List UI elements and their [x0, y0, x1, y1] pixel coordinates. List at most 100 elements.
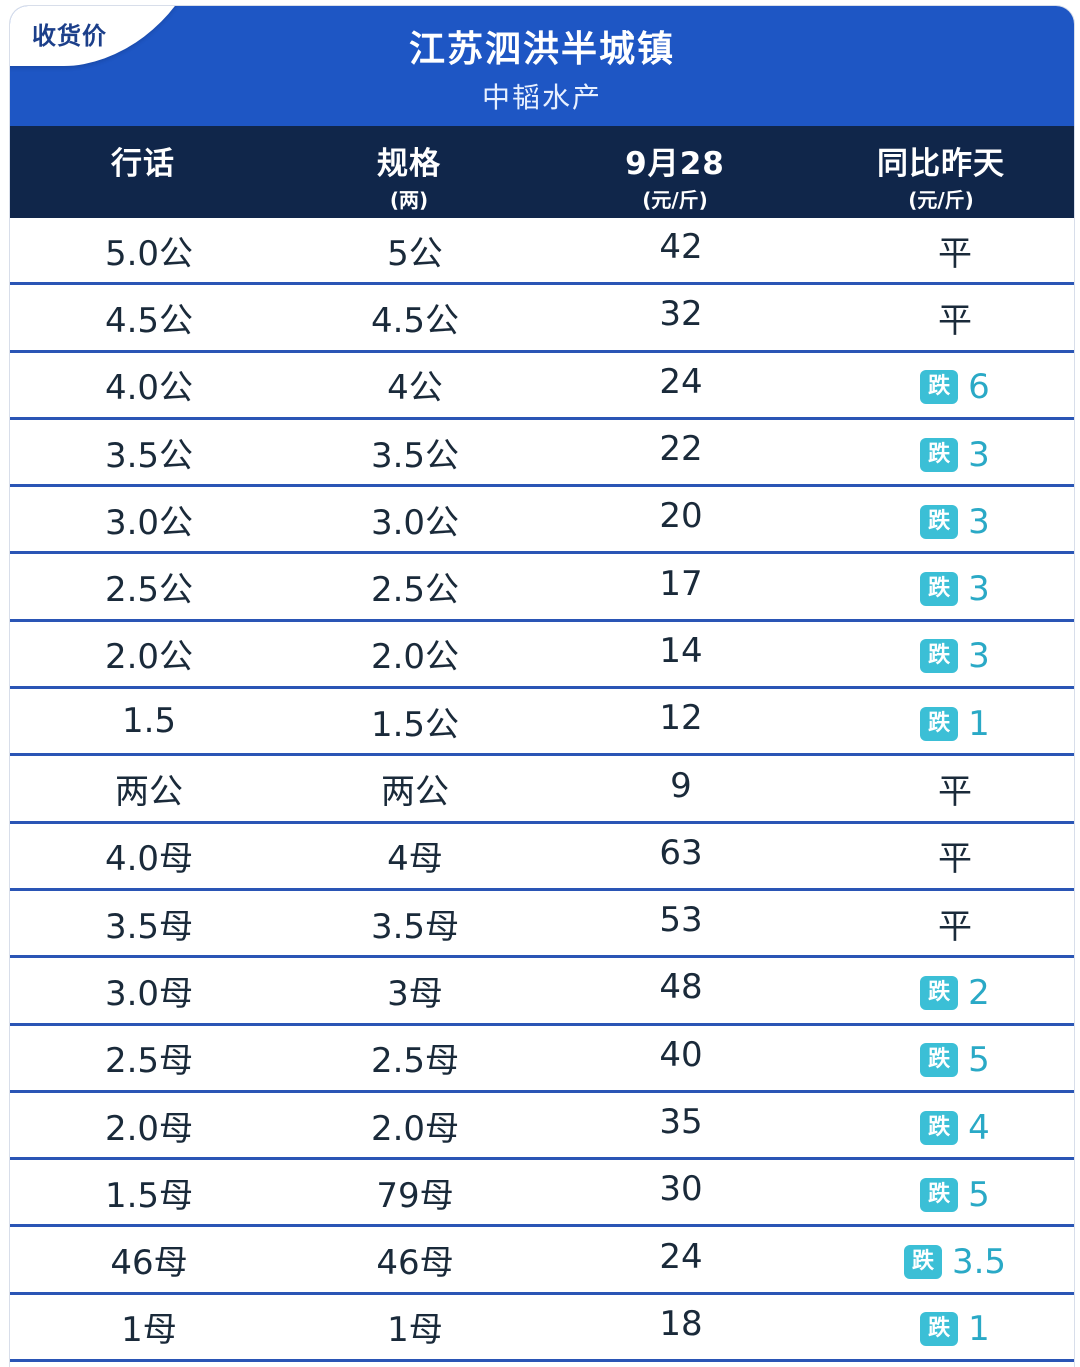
drop-amount: 5 — [968, 1174, 990, 1215]
drop-badge: 跌 — [920, 504, 959, 539]
cell-price: 53 — [659, 900, 703, 941]
page-title: 江苏泗洪半城镇 — [408, 29, 675, 70]
drop-amount: 1 — [968, 1309, 990, 1350]
table-row: 2.0母 2.0母 35 跌 4 — [10, 1093, 1074, 1161]
cell-name: 2.0公 — [104, 637, 194, 678]
cell-spec: 3.5公 — [370, 435, 460, 476]
cell-spec: 3.5母 — [370, 906, 460, 947]
cell-price: 32 — [659, 294, 703, 335]
cell-name: 1.5母 — [104, 1175, 194, 1216]
drop-badge: 跌 — [920, 639, 959, 674]
cell-price: 17 — [659, 563, 703, 604]
table-row: 两公 两公 9 平 — [10, 756, 1074, 824]
column-label: 规格 — [377, 146, 441, 182]
table-row: 3.0母 3母 48 跌 2 — [10, 958, 1074, 1026]
cell-price: 20 — [659, 496, 703, 537]
table-row: 2.0公 2.0公 14 跌 3 — [10, 622, 1074, 690]
drop-amount: 1 — [968, 703, 990, 744]
drop-amount: 3 — [968, 501, 990, 542]
column-label: 9月28 — [625, 146, 725, 182]
table-row: 1母 1母 18 跌 1 — [10, 1295, 1074, 1363]
cell-spec: 2.0公 — [370, 637, 460, 678]
column-label: 行话 — [111, 146, 175, 182]
cell-spec: 4公 — [387, 368, 443, 409]
column-unit: (元/斤) — [908, 188, 974, 212]
cell-change: 平 — [822, 899, 1074, 948]
cell-name: 1.5 — [121, 701, 177, 742]
cell-spec: 46母 — [376, 1243, 454, 1284]
cell-name: 4.5公 — [104, 300, 194, 341]
column-unit: (元/斤) — [642, 188, 708, 212]
drop-amount: 5 — [968, 1040, 990, 1081]
drop-badge: 跌 — [920, 1177, 959, 1212]
drop-amount: 3 — [968, 636, 990, 677]
drop-badge: 跌 — [920, 1110, 959, 1145]
cell-name: 1母 — [121, 1310, 177, 1351]
cell-name: 4.0公 — [104, 368, 194, 409]
cell-change: 平 — [822, 293, 1074, 342]
cell-spec: 1母 — [387, 1310, 443, 1351]
drop-amount: 3 — [968, 434, 990, 475]
drop-amount: 6 — [968, 367, 990, 408]
cell-spec: 3母 — [387, 973, 443, 1014]
drop-amount: 3 — [968, 569, 990, 610]
cell-name: 5.0公 — [104, 233, 194, 274]
cell-spec: 2.5公 — [370, 570, 460, 611]
cell-change: 平 — [822, 831, 1074, 880]
price-tag-label: 收货价 — [32, 22, 107, 50]
price-card: 收货价 江苏泗洪半城镇 中韬水产 行话 规格 (两) 9月28 (元/斤) 同比… — [10, 6, 1074, 1367]
table-row: 4.5公 4.5公 32 平 — [10, 285, 1074, 353]
header: 收货价 江苏泗洪半城镇 中韬水产 — [10, 6, 1074, 126]
cell-price: 14 — [659, 630, 703, 671]
cell-name: 两公 — [115, 772, 183, 813]
cell-change: 平 — [822, 764, 1074, 813]
table-row: 2.5公 2.5公 17 跌 3 — [10, 554, 1074, 622]
cell-name: 2.5母 — [104, 1041, 194, 1082]
column-label: 同比昨天 — [877, 146, 1005, 182]
cell-spec: 2.0母 — [370, 1108, 460, 1149]
change-flat: 平 — [938, 839, 972, 880]
table-row: 3.5公 3.5公 22 跌 3 — [10, 420, 1074, 488]
cell-name: 2.5公 — [104, 570, 194, 611]
table-row: 5.0公 5公 42 平 — [10, 218, 1074, 286]
cell-price: 63 — [659, 832, 703, 873]
cell-price: 22 — [659, 429, 703, 470]
cell-spec: 4.5公 — [370, 300, 460, 341]
table-body: 5.0公 5公 42 平 4.5公 4.5公 32 平 4.0公 4公 24 跌 6 3.5公 3.5公 22… — [10, 218, 1074, 1363]
cell-name: 3.5母 — [104, 906, 194, 947]
cell-spec: 4母 — [387, 839, 443, 880]
drop-badge: 跌 — [920, 572, 959, 607]
table-row: 4.0公 4公 24 跌 6 — [10, 353, 1074, 420]
drop-badge: 跌 — [920, 1043, 959, 1078]
table-row: 1.5 1.5公 12 跌 1 — [10, 689, 1074, 757]
cell-spec: 79母 — [376, 1175, 454, 1216]
cell-price: 9 — [670, 765, 692, 806]
drop-amount: 2 — [968, 972, 990, 1013]
cell-price: 12 — [659, 698, 703, 739]
drop-badge: 跌 — [903, 1245, 942, 1280]
drop-badge: 跌 — [920, 1312, 959, 1347]
change-drop: 跌 3.5 — [903, 1242, 1006, 1282]
change-flat: 平 — [938, 906, 972, 947]
table-row: 3.0公 3.0公 20 跌 3 — [10, 487, 1074, 555]
cell-price: 42 — [659, 227, 703, 268]
cell-name: 2.0母 — [104, 1108, 194, 1149]
drop-badge: 跌 — [920, 370, 959, 405]
